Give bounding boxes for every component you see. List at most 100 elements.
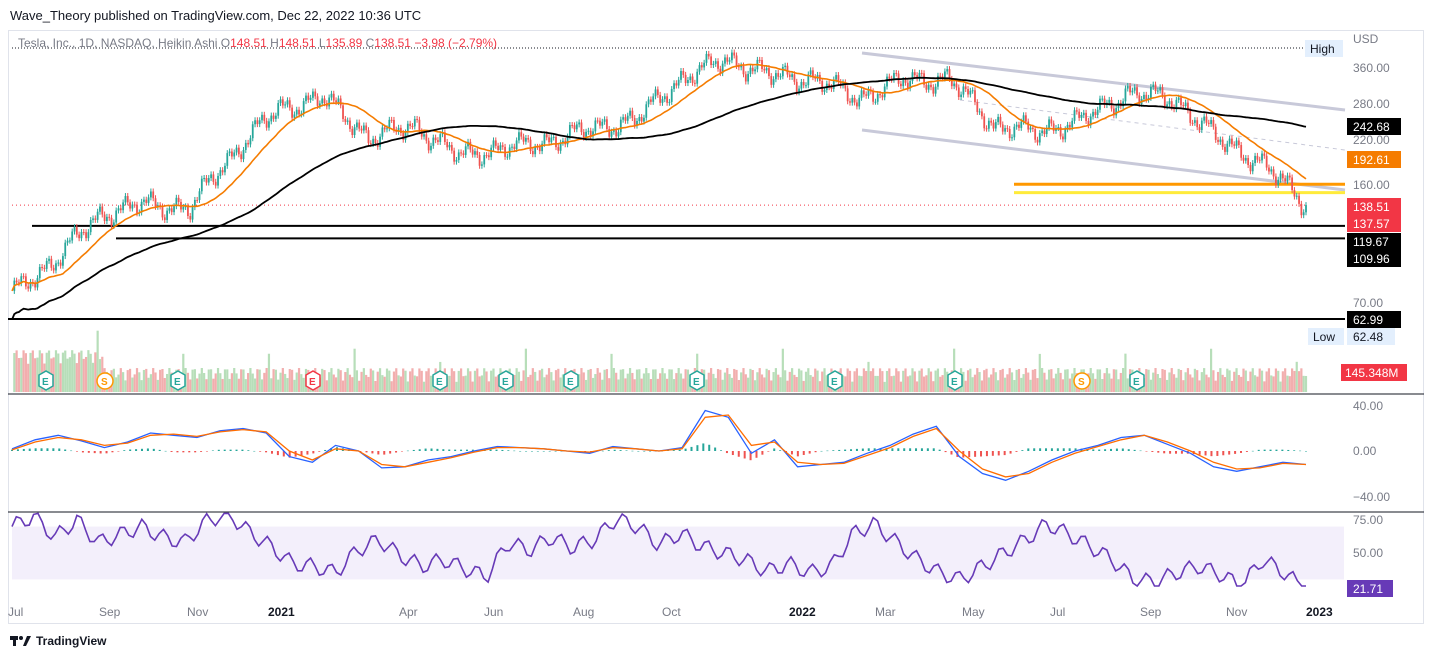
candle (18, 282, 20, 284)
candle (728, 60, 731, 62)
macd-histogram-bar (46, 448, 49, 451)
candle (351, 128, 354, 135)
volume-bar (788, 371, 791, 392)
candle (1284, 178, 1287, 182)
earnings-marker-label: E (42, 377, 49, 388)
volume-bar (397, 375, 400, 392)
volume-bar (1242, 368, 1245, 392)
candle (106, 216, 108, 222)
candle (235, 147, 238, 153)
candle (832, 79, 835, 89)
volume-bar (233, 368, 236, 392)
macd-histogram-bar (1175, 451, 1178, 454)
candle (416, 118, 418, 120)
candle (78, 234, 81, 239)
macd-histogram-bar (495, 449, 498, 451)
rsi-tick-label: 50.00 (1353, 546, 1383, 560)
macd-histogram-bar (938, 449, 941, 451)
volume-bar (1145, 369, 1148, 392)
candle (557, 147, 560, 151)
candle (731, 52, 733, 61)
candle (75, 227, 78, 235)
tradingview-logo-icon (10, 636, 31, 646)
volume-bar (918, 370, 921, 392)
volume-bar (29, 352, 32, 392)
chart-legend: Tesla, Inc., 1D, NASDAQ, Heikin Ashi O14… (18, 36, 497, 50)
x-tick-label: Nov (1226, 605, 1247, 619)
candle (904, 80, 907, 83)
candle (506, 156, 509, 158)
candle (272, 115, 275, 119)
x-tick-label: 2023 (1306, 605, 1333, 619)
volume-bar (358, 380, 361, 392)
volume-bar (628, 368, 632, 392)
volume-bar (198, 373, 201, 392)
volume-bar (1103, 373, 1106, 392)
macd-histogram-bar (146, 448, 149, 451)
price-badge (1347, 118, 1401, 135)
macd-histogram-bar (725, 451, 728, 454)
volume-bar (369, 368, 372, 392)
volume-bar (1251, 368, 1254, 392)
candle (531, 151, 534, 155)
candle (742, 65, 745, 75)
volume-bar (235, 373, 238, 392)
volume-bar (36, 357, 39, 392)
volume-bar (976, 368, 979, 392)
macd-histogram-bar (182, 451, 185, 453)
candle (457, 152, 460, 160)
candle (1170, 101, 1173, 108)
candle (798, 88, 800, 93)
macd-histogram-bar (241, 449, 244, 451)
volume-bar (91, 362, 95, 392)
candle (571, 125, 574, 127)
candle (823, 89, 826, 92)
x-tick-label: Oct (662, 605, 681, 619)
candle (781, 66, 784, 77)
volume-bar (376, 371, 379, 392)
volume-bar (300, 374, 303, 392)
macd-histogram-bar (749, 451, 752, 461)
macd-histogram-bar (1139, 450, 1142, 452)
volume-bar (24, 353, 27, 392)
volume-bar (1010, 372, 1014, 392)
candle (1189, 110, 1192, 123)
volume-bar (390, 381, 393, 392)
volume-bar (38, 350, 41, 392)
macd-histogram-bar (87, 451, 90, 453)
candle (386, 128, 388, 130)
volume-bar (1159, 377, 1162, 392)
footer[interactable]: TradingView (10, 634, 106, 648)
macd-histogram-bar (176, 451, 179, 453)
candle (1242, 157, 1245, 161)
volume-bar (709, 368, 713, 392)
channel-upper-line (861, 51, 1346, 112)
macd-histogram-bar (1180, 451, 1183, 454)
candle (1205, 116, 1208, 123)
legend-close: 138.51 (374, 36, 411, 50)
volume-bar (1175, 377, 1178, 392)
volume-bar (84, 356, 88, 392)
macd-histogram-bar (501, 449, 504, 451)
macd-histogram-bar (1275, 449, 1278, 451)
candle (1001, 124, 1004, 132)
volume-bar (1117, 379, 1120, 392)
macd-histogram-bar (903, 448, 906, 451)
macd-histogram-bar (968, 451, 971, 458)
earnings-marker-icon (563, 370, 579, 391)
volume-bar (1013, 380, 1016, 392)
macd-histogram-bar (767, 451, 770, 452)
candles (13, 49, 1307, 294)
macd-histogram-bar (1216, 451, 1219, 456)
candle (1281, 173, 1284, 179)
candle (853, 97, 856, 103)
candle (198, 191, 201, 200)
candle (594, 120, 597, 132)
volume-bar (75, 363, 78, 392)
candle (964, 86, 967, 90)
volume-bar (906, 376, 909, 392)
candle (930, 84, 932, 88)
candle (900, 83, 902, 87)
macd-histogram-bar (1033, 448, 1036, 451)
